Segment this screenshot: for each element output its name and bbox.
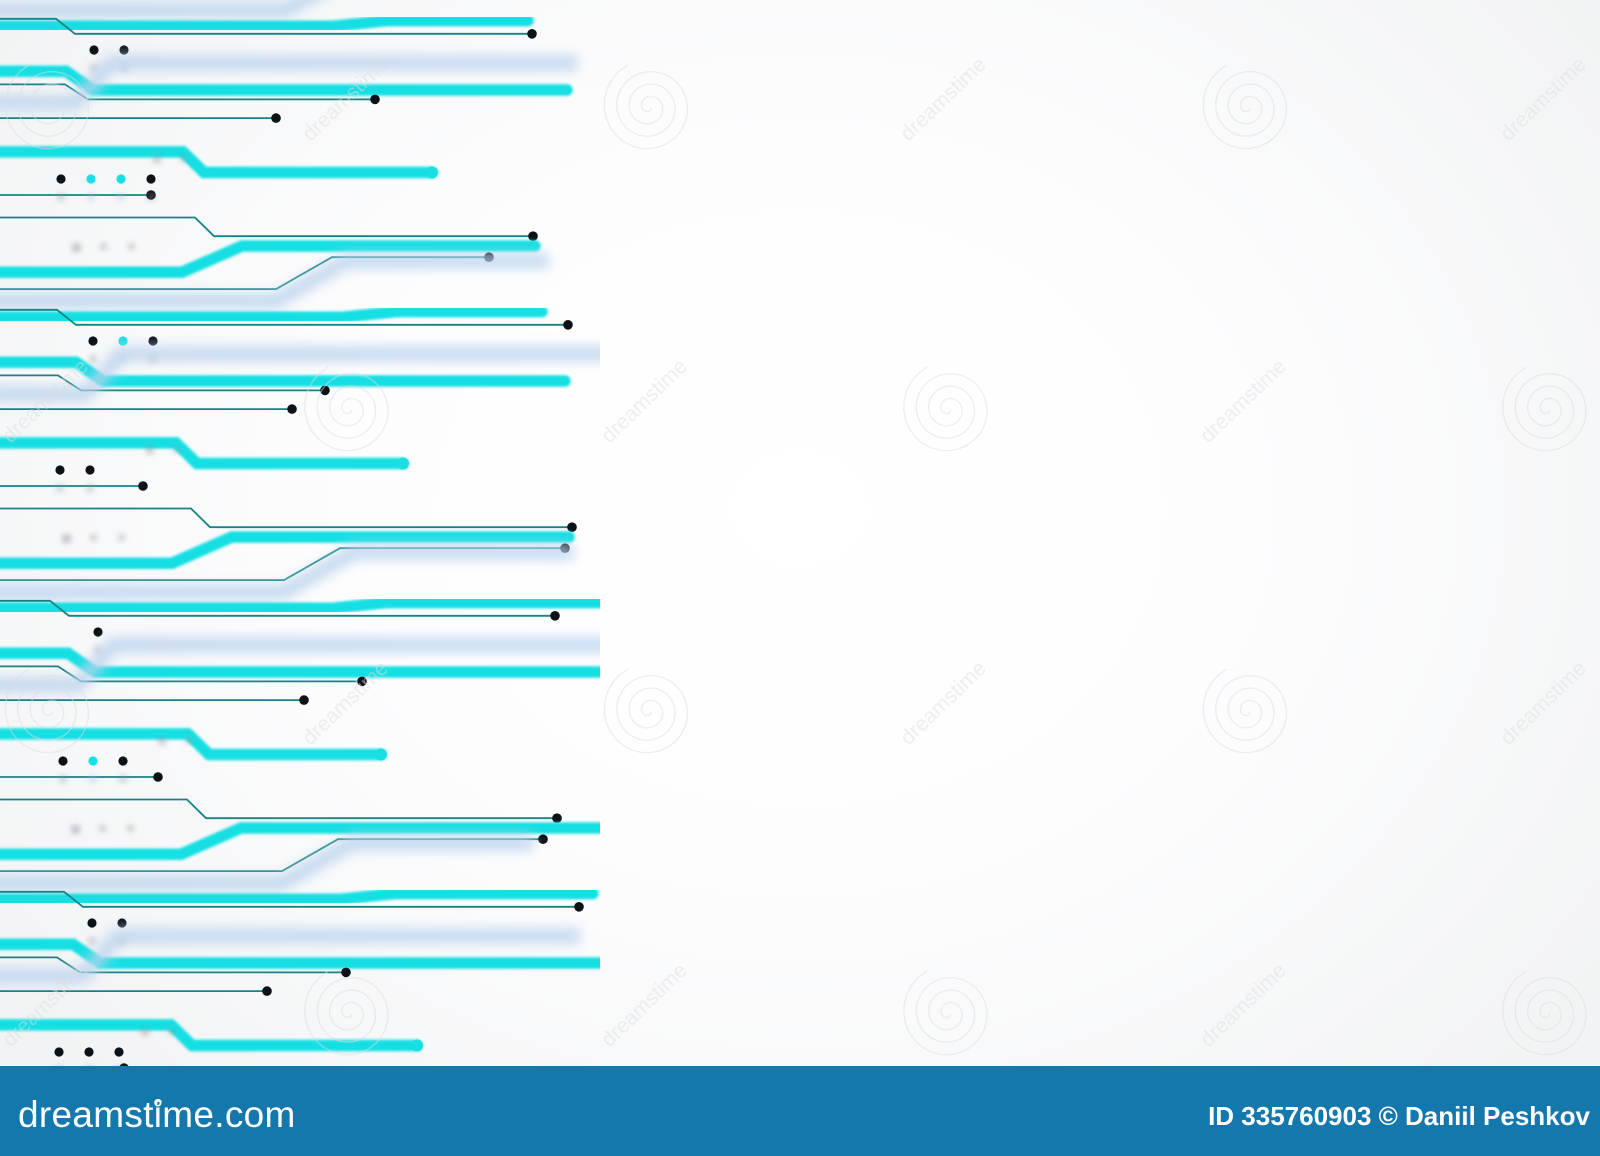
svg-text:dreamstime: dreamstime	[597, 959, 692, 1052]
svg-text:dreamstime: dreamstime	[0, 959, 93, 1052]
svg-text:dreamstime: dreamstime	[1496, 53, 1591, 146]
svg-text:dreamstime: dreamstime	[896, 53, 991, 146]
svg-text:dreamstime: dreamstime	[0, 355, 93, 448]
svg-text:dreamstime: dreamstime	[298, 657, 393, 750]
svg-text:dreamstime: dreamstime	[1496, 657, 1591, 750]
svg-text:dreamstime: dreamstime	[1196, 355, 1291, 448]
svg-text:dreamstime: dreamstime	[896, 657, 991, 750]
svg-text:dreamstime: dreamstime	[298, 53, 393, 146]
svg-text:dreamstime: dreamstime	[1196, 959, 1291, 1052]
svg-text:dreamstime: dreamstime	[597, 355, 692, 448]
